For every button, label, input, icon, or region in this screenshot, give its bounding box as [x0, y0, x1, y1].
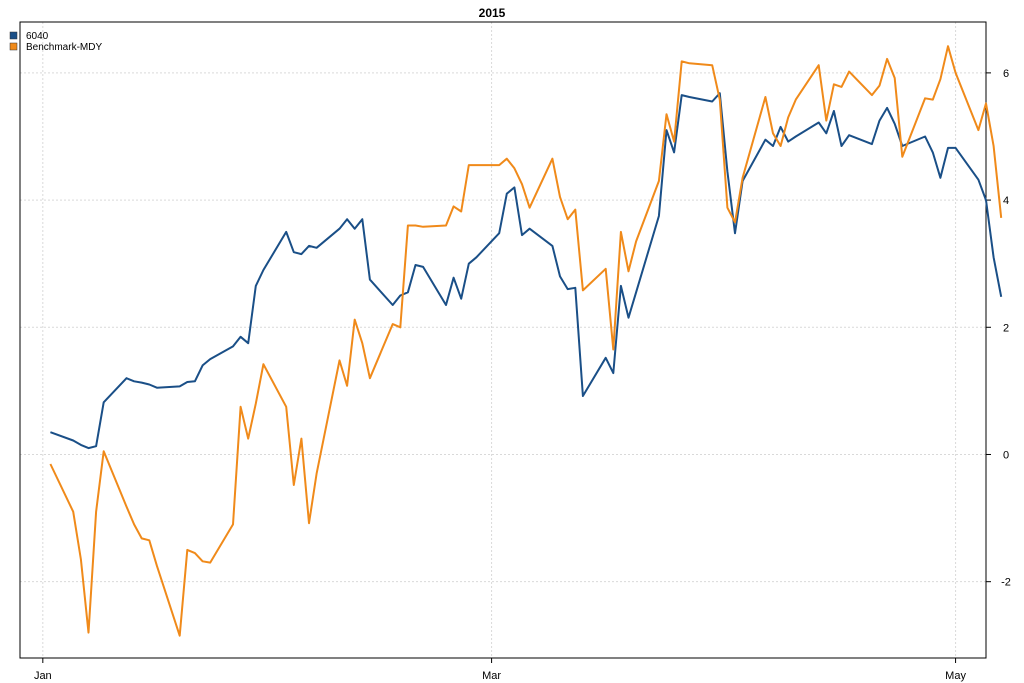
- x-tick-label: Jan: [34, 670, 52, 682]
- axes: -2 0 2 4 6 Jan Mar May: [34, 68, 1011, 682]
- legend-label: Benchmark-MDY: [26, 42, 102, 53]
- legend-swatch: [9, 42, 18, 51]
- plot-frame: [19, 21, 987, 659]
- x-tick-label: Mar: [482, 670, 501, 682]
- x-tick-label: May: [945, 670, 966, 682]
- grid-lines: [20, 22, 986, 658]
- series-line-benchmark: [49, 45, 1003, 637]
- legend-label: 6040: [26, 31, 49, 42]
- legend-swatch: [9, 31, 18, 40]
- series-line-primary: [50, 92, 1003, 450]
- y-tick-label: 2: [1003, 322, 1009, 334]
- y-tick-label: 4: [1003, 195, 1009, 207]
- chart-title: 2015: [479, 6, 506, 20]
- series-lines: [49, 45, 1003, 637]
- y-tick-label: -2: [1001, 577, 1011, 589]
- y-tick-label: 6: [1003, 68, 1009, 80]
- y-tick-label: 0: [1003, 449, 1009, 461]
